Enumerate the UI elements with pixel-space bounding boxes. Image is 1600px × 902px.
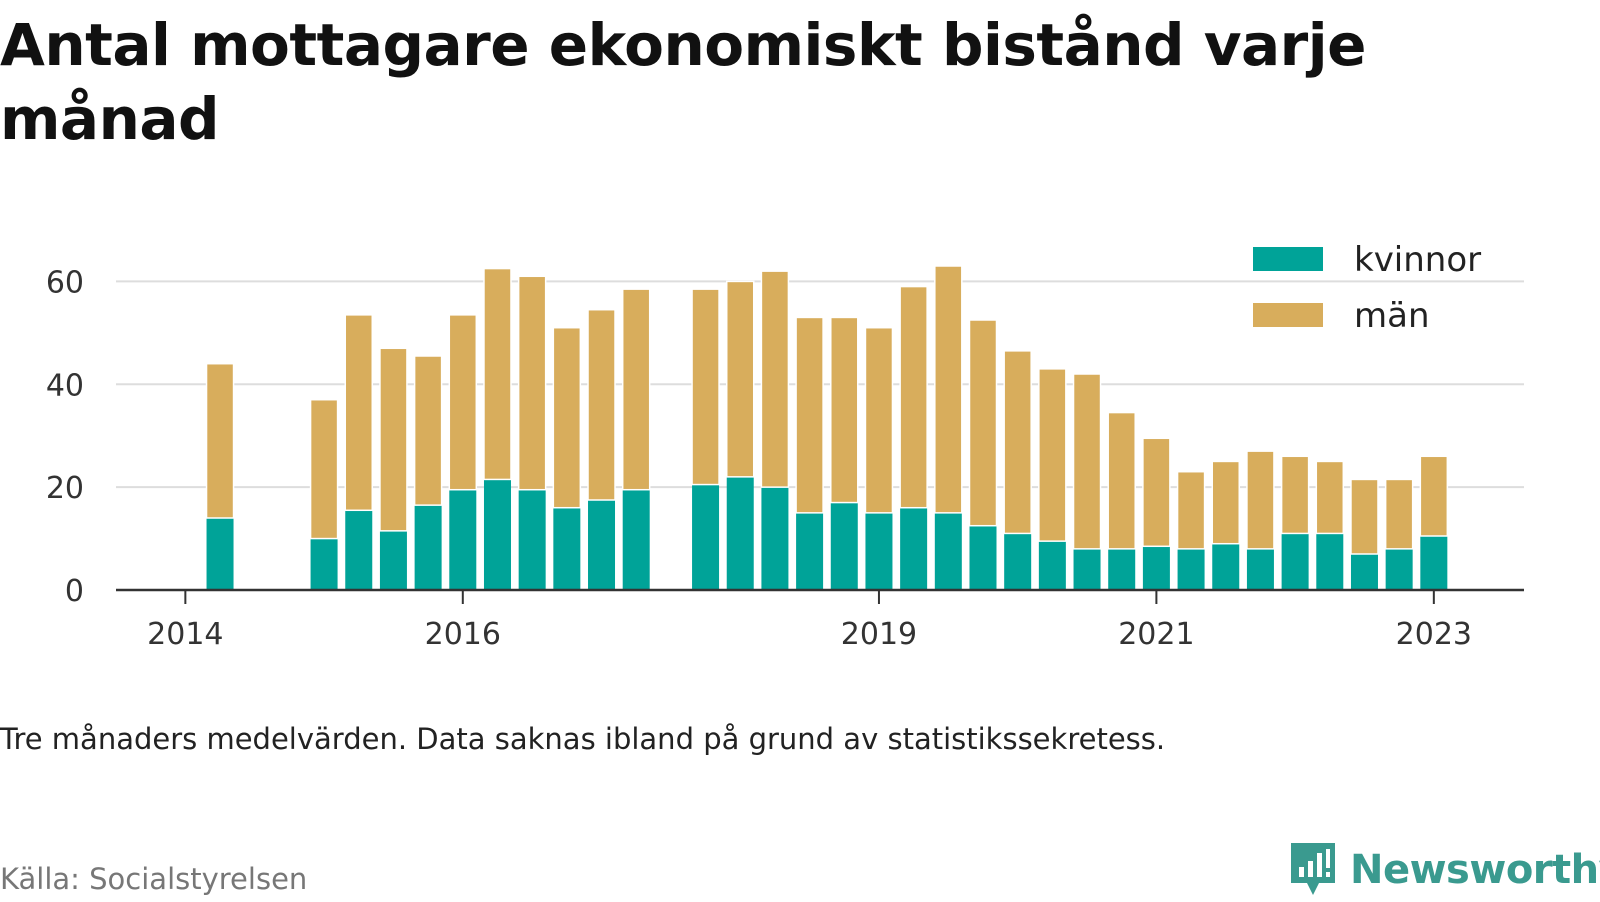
y-tick-label: 20 xyxy=(46,471,84,506)
x-tick-label: 2021 xyxy=(1118,617,1194,652)
bar-man xyxy=(344,314,374,512)
bar-kvinnor xyxy=(1004,533,1032,590)
legend-swatch xyxy=(1253,247,1323,271)
bar-kvinnor xyxy=(414,505,442,590)
bar-kvinnor xyxy=(830,502,858,590)
y-tick-label: 0 xyxy=(65,574,84,609)
bar-kvinnor xyxy=(1073,548,1101,590)
bar-kvinnor xyxy=(1281,533,1309,590)
bar-man xyxy=(621,288,651,491)
legend-label: män xyxy=(1354,296,1430,336)
bar-man xyxy=(691,288,720,486)
bar-kvinnor xyxy=(588,500,616,590)
bar-kvinnor xyxy=(449,489,477,590)
bar-kvinnor xyxy=(1212,543,1240,590)
bar-man xyxy=(1350,478,1379,555)
bar-man xyxy=(205,362,235,519)
bar-man xyxy=(448,314,478,491)
bars xyxy=(205,265,1449,590)
bar-kvinnor xyxy=(1108,548,1136,590)
bar-man xyxy=(309,398,339,540)
bar-man xyxy=(1142,437,1171,548)
bar-kvinnor xyxy=(900,507,928,590)
chart-note: Tre månaders medelvärden. Data saknas ib… xyxy=(0,722,1166,756)
bar-man xyxy=(1280,455,1310,535)
bar-kvinnor xyxy=(1420,536,1448,590)
bar-man xyxy=(795,316,824,514)
bar-kvinnor xyxy=(1385,548,1413,590)
legend-label: kvinnor xyxy=(1354,240,1481,280)
bar-kvinnor xyxy=(553,507,581,590)
bar-kvinnor xyxy=(310,538,338,590)
bar-man xyxy=(483,267,512,481)
bar-kvinnor xyxy=(622,489,650,590)
newsworthy-brand: Newsworthy xyxy=(1288,838,1600,902)
bar-man xyxy=(1315,460,1345,535)
bar-man xyxy=(1384,478,1414,550)
bar-kvinnor xyxy=(796,512,824,590)
bar-man xyxy=(1211,460,1241,545)
x-tick-label: 2014 xyxy=(147,617,223,652)
source-credit: Källa: Socialstyrelsen xyxy=(0,862,308,896)
bar-man xyxy=(1072,373,1102,550)
bar-man xyxy=(1003,350,1032,535)
bar-man xyxy=(1246,450,1275,550)
y-tick-label: 40 xyxy=(46,368,84,403)
bar-kvinnor xyxy=(1038,541,1066,590)
bar-man xyxy=(1038,368,1067,542)
bar-kvinnor xyxy=(726,476,754,590)
legend: kvinnor män xyxy=(1253,240,1481,336)
bar-man xyxy=(1419,455,1449,537)
bar-man xyxy=(552,326,582,509)
x-tick-label: 2016 xyxy=(425,617,501,652)
bar-man xyxy=(760,270,790,488)
bar-kvinnor xyxy=(206,518,234,590)
bar-kvinnor xyxy=(1246,548,1274,590)
chart-title: Antal mottagare ekonomiskt bistånd varje… xyxy=(0,11,1367,153)
bar-man xyxy=(379,347,408,532)
newsworthy-logo-icon xyxy=(1291,843,1335,895)
legend-swatch xyxy=(1253,303,1323,327)
bar-kvinnor xyxy=(934,512,962,590)
x-tick-label: 2023 xyxy=(1396,617,1472,652)
x-tick-label: 2019 xyxy=(841,617,917,652)
bar-man xyxy=(1176,470,1206,550)
bar-man xyxy=(413,355,443,506)
bar-kvinnor xyxy=(865,512,893,590)
bar-kvinnor xyxy=(1177,548,1205,590)
bar-kvinnor xyxy=(379,530,407,590)
bar-kvinnor xyxy=(969,525,997,590)
y-tick-label: 60 xyxy=(46,265,84,300)
bar-kvinnor xyxy=(345,510,373,590)
bar-man xyxy=(899,285,928,509)
bar-man xyxy=(1107,411,1136,550)
bar-man xyxy=(830,316,859,504)
bar-man xyxy=(517,275,547,491)
bar-kvinnor xyxy=(692,484,720,590)
bar-kvinnor xyxy=(518,489,546,590)
bar-man xyxy=(725,280,755,478)
bar-man xyxy=(968,319,998,527)
bar-kvinnor xyxy=(483,479,511,590)
bar-man xyxy=(864,326,894,514)
bar-kvinnor xyxy=(761,487,789,590)
axes: 0 20 40 60 2014 2016 2019 2021 2023 xyxy=(46,265,1524,652)
bar-kvinnor xyxy=(1316,533,1344,590)
brand-name: Newsworthy xyxy=(1350,847,1600,893)
bar-man xyxy=(934,265,963,514)
bar-kvinnor xyxy=(1142,546,1170,590)
bar-man xyxy=(587,308,616,501)
bar-kvinnor xyxy=(1350,554,1378,590)
